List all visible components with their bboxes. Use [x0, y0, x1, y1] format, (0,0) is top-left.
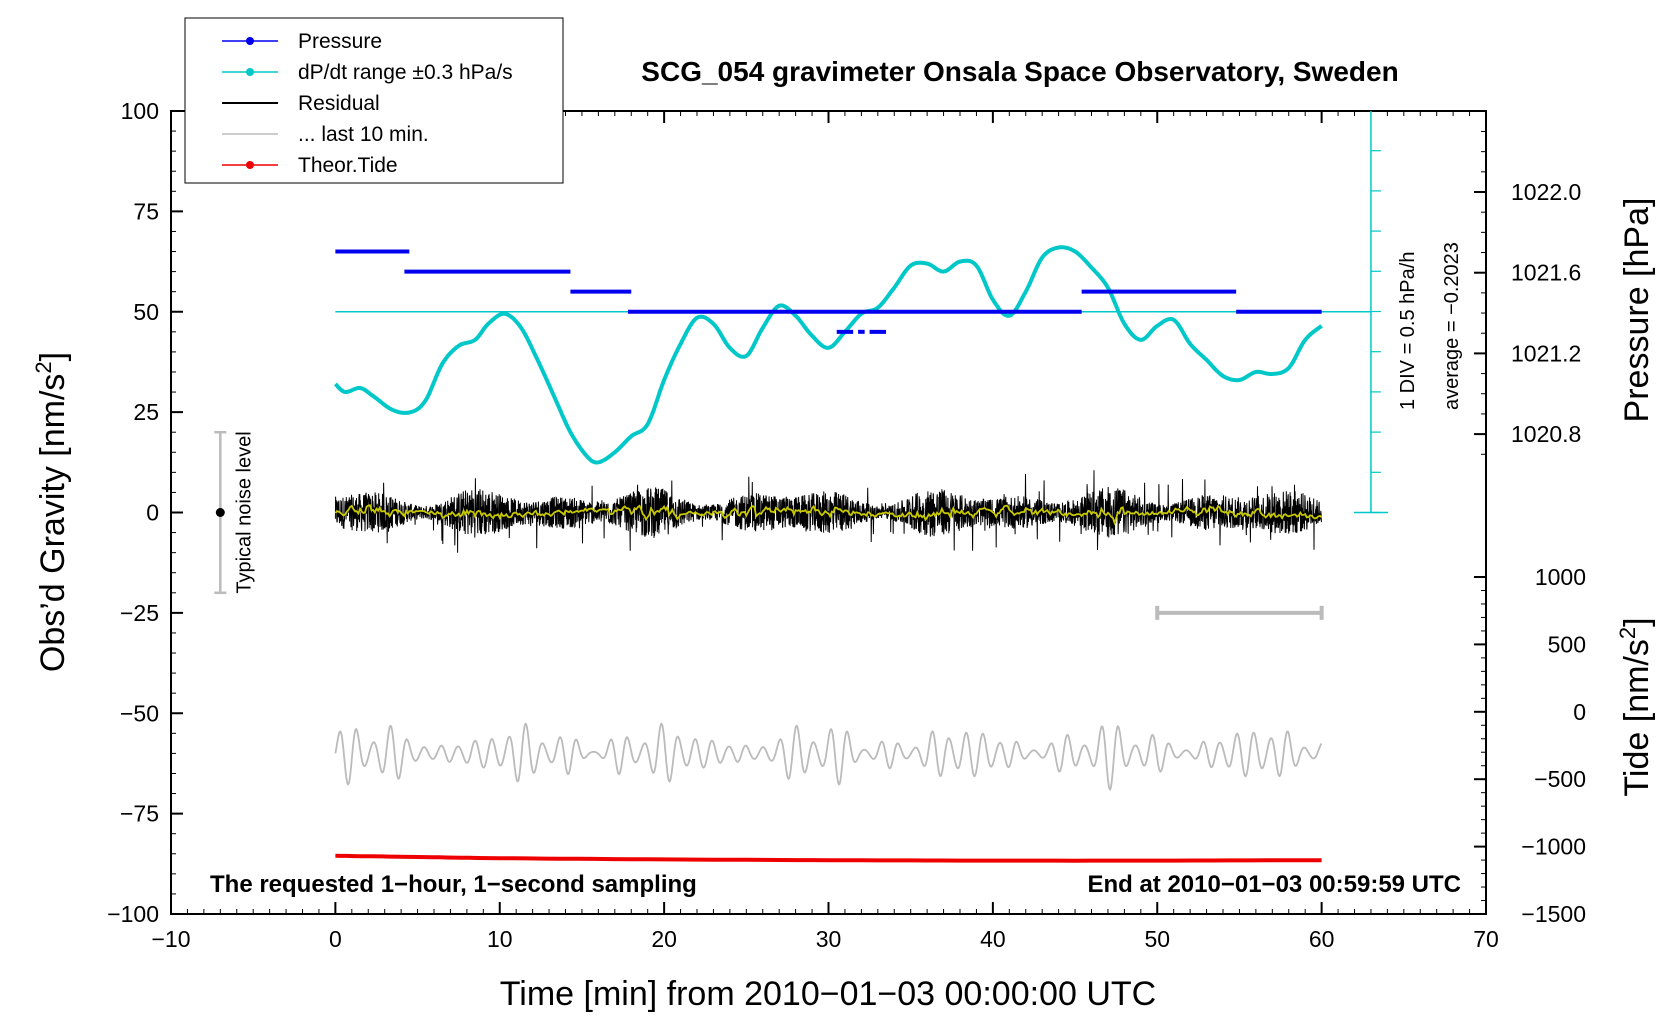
tide-axis-ticks: 1000 500 0 −500 −1000 −1500	[1474, 564, 1586, 927]
x-tick-label: 60	[1309, 926, 1335, 952]
noise-bar-center	[215, 508, 225, 517]
y-tick-label: 0	[146, 500, 159, 526]
pressure-tick-label: 1022.0	[1511, 179, 1581, 205]
series-pressure	[335, 249, 1322, 334]
x-axis-title: Time [min] from 2010−01−03 00:00:00 UTC	[500, 975, 1156, 1013]
y-tick-label: −75	[120, 801, 159, 827]
pressure-tick-label: 1021.6	[1511, 260, 1581, 286]
dpdt-average-label: average = −0.2023	[1441, 242, 1463, 410]
tide-axis-title-close: ]	[1618, 617, 1656, 626]
legend-box	[184, 17, 564, 184]
y-tick-label: 100	[121, 98, 159, 124]
y-axis-title-sup: 2	[31, 361, 56, 373]
x-tick-label: 30	[816, 926, 842, 952]
tide-axis-title-base: Tide [nm/s	[1618, 639, 1656, 796]
series-residual-smoothed	[334, 504, 1323, 526]
dpdt-div-label: 1 DIV = 0.5 hPa/h	[1397, 252, 1419, 410]
legend-label: Pressure	[298, 30, 382, 53]
series-theor-tide	[335, 853, 1322, 863]
pressure-axis-ticks: 1022.0 1021.6 1021.2 1020.8	[1474, 110, 1581, 455]
legend-label: dP/dt range ±0.3 hPa/s	[298, 61, 513, 84]
x-tick-label: 50	[1144, 926, 1170, 952]
pressure-tick-label: 1020.8	[1511, 421, 1581, 447]
x-tick-label: 0	[329, 926, 342, 952]
tide-tick-label: −1500	[1521, 901, 1586, 927]
y-tick-label: 25	[133, 399, 159, 425]
chart-title: SCG_054 gravimeter Onsala Space Observat…	[641, 56, 1398, 87]
y-axis-title-close: ]	[34, 352, 72, 361]
x-tick-label: −10	[151, 926, 190, 952]
x-tick-label: 20	[651, 926, 677, 952]
pressure-axis-title: Pressure [hPa]	[1618, 198, 1656, 423]
y-tick-label: 75	[133, 198, 159, 224]
typical-noise-bar	[214, 430, 227, 595]
tide-tick-label: −1000	[1521, 834, 1586, 860]
legend-label: Residual	[298, 92, 380, 115]
tide-line	[335, 853, 1322, 863]
legend-marker	[246, 68, 254, 76]
tide-axis-title-sup: 2	[1615, 627, 1640, 639]
x-tick-label: 70	[1473, 926, 1499, 952]
legend-marker	[246, 161, 254, 169]
series-residual	[334, 470, 1323, 553]
tide-tick-label: 0	[1573, 699, 1586, 725]
typical-noise-label: Typical noise level	[233, 431, 255, 593]
y-axis-title: Obs’d Gravity [nm/s2]	[31, 352, 72, 672]
x-axis-ticks: −10 0 10 20 30 40 50 60 70	[151, 111, 1499, 952]
last-10-min-bar	[1155, 605, 1324, 620]
legend-label: Theor.Tide	[298, 154, 398, 177]
series-last-10-min	[334, 722, 1323, 791]
minor-ticks	[170, 110, 1487, 915]
y-tick-label: −25	[120, 600, 159, 626]
tide-axis-title: Tide [nm/s2]	[1615, 617, 1656, 796]
annotation-bottom-left: The requested 1−hour, 1−second sampling	[210, 871, 697, 898]
y-tick-label: −100	[107, 901, 159, 927]
series-dpdt-range	[333, 245, 1323, 465]
legend: Pressure dP/dt range ±0.3 hPa/s Residual..…	[184, 17, 564, 184]
tide-tick-label: 1000	[1535, 564, 1586, 590]
legend-marker	[246, 37, 254, 45]
y-tick-label: −50	[120, 700, 159, 726]
y-axis-title-base: Obs’d Gravity [nm/s	[34, 374, 72, 673]
x-tick-label: 10	[487, 926, 513, 952]
pressure-tick-label: 1021.2	[1511, 340, 1581, 366]
x-tick-label: 40	[980, 926, 1006, 952]
annotation-bottom-right: End at 2010−01−03 00:59:59 UTC	[1087, 871, 1461, 898]
tide-tick-label: −500	[1534, 766, 1586, 792]
tide-tick-label: 500	[1548, 631, 1586, 657]
y-tick-label: 50	[133, 299, 159, 325]
legend-label: ... last 10 min.	[298, 123, 429, 146]
y-axis-ticks: 100 75 50 25 0 −25 −50 −75 −100	[107, 98, 183, 927]
